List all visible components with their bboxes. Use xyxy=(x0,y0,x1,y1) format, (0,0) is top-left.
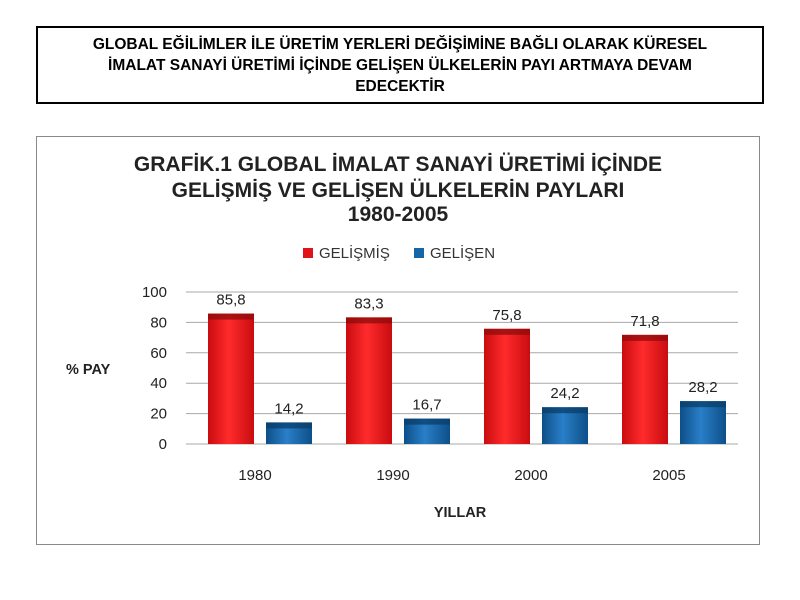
x-tick-label: 2005 xyxy=(652,467,685,484)
bar-top-cap xyxy=(542,407,588,414)
data-label: 83,3 xyxy=(354,295,383,312)
chart-title-line: GRAFİK.1 GLOBAL İMALAT SANAYİ ÜRETİMİ İÇ… xyxy=(134,153,662,176)
data-label: 85,8 xyxy=(216,292,245,309)
bar-gelisen-2000 xyxy=(542,407,588,444)
y-axis-ticks: 0 20 40 60 80 100 xyxy=(142,284,167,453)
data-label: 75,8 xyxy=(492,307,521,324)
x-axis-ticks: 1980 1990 2000 2005 xyxy=(238,467,685,484)
y-tick-label: 0 xyxy=(159,436,167,453)
data-label: 28,2 xyxy=(688,379,717,396)
chart-title-line: GELİŞMİŞ VE GELİŞEN ÜLKELERİN PAYLARI xyxy=(172,179,625,202)
x-axis-title: YILLAR xyxy=(434,505,487,521)
chart-legend: GELİŞMİŞ GELİŞEN xyxy=(303,244,495,262)
data-label: 24,2 xyxy=(550,385,579,402)
y-axis-title: % PAY xyxy=(66,362,111,378)
y-tick-label: 60 xyxy=(150,345,167,362)
data-label: 71,8 xyxy=(630,313,659,330)
bar-gelismis-2000 xyxy=(484,328,530,444)
legend-label: GELİŞEN xyxy=(430,244,495,262)
bar-gelismis-1980 xyxy=(208,313,254,444)
bar-top-cap xyxy=(208,313,254,320)
chart-title-line: 1980-2005 xyxy=(348,203,449,226)
bar-top-cap xyxy=(680,401,726,408)
bar-chart: GRAFİK.1 GLOBAL İMALAT SANAYİ ÜRETİMİ İÇ… xyxy=(66,153,738,521)
y-tick-label: 20 xyxy=(150,406,167,423)
x-tick-label: 2000 xyxy=(514,467,547,484)
bars: 85,8 14,2 83,3 16,7 75,8 24,2 71,8 28,2 xyxy=(208,292,726,444)
chart-title: GRAFİK.1 GLOBAL İMALAT SANAYİ ÜRETİMİ İÇ… xyxy=(134,153,662,226)
data-label: 16,7 xyxy=(412,397,441,414)
legend-label: GELİŞMİŞ xyxy=(319,244,390,262)
bar-top-cap xyxy=(266,422,312,429)
bar-gelisen-2005 xyxy=(680,401,726,444)
y-tick-label: 100 xyxy=(142,284,167,301)
x-tick-label: 1980 xyxy=(238,467,271,484)
legend-swatch-gelisen xyxy=(414,248,424,258)
legend-swatch-gelismis xyxy=(303,248,313,258)
bar-top-cap xyxy=(622,334,668,341)
y-tick-label: 40 xyxy=(150,375,167,392)
x-tick-label: 1990 xyxy=(376,467,409,484)
bar-top-cap xyxy=(346,317,392,324)
header-box: GLOBAL EĞİLİMLER İLE ÜRETİM YERLERİ DEĞİ… xyxy=(36,26,764,104)
header-text: GLOBAL EĞİLİMLER İLE ÜRETİM YERLERİ DEĞİ… xyxy=(92,35,708,95)
bar-top-cap xyxy=(404,418,450,425)
bar-gelismis-1990 xyxy=(346,317,392,444)
bar-top-cap xyxy=(484,328,530,335)
bar-gelismis-2005 xyxy=(622,334,668,444)
data-label: 14,2 xyxy=(274,400,303,417)
chart-frame: GRAFİK.1 GLOBAL İMALAT SANAYİ ÜRETİMİ İÇ… xyxy=(36,136,760,545)
y-tick-label: 80 xyxy=(150,314,167,331)
